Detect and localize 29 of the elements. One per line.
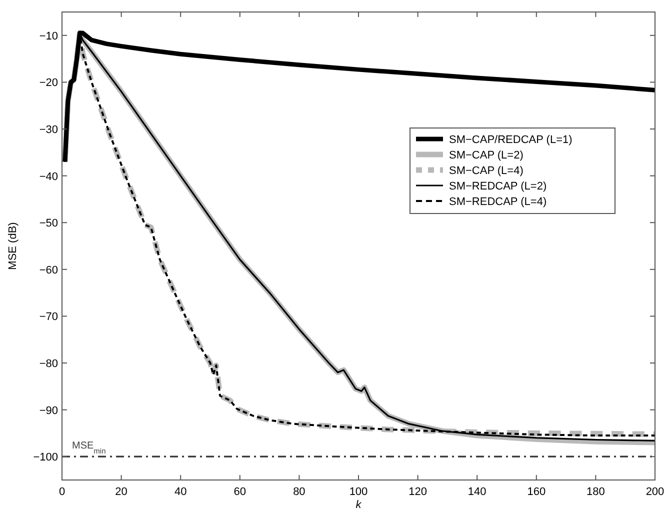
- y-tick-label: −20: [39, 77, 58, 90]
- y-tick-label: −40: [39, 170, 58, 183]
- x-tick-label: 40: [174, 486, 187, 498]
- x-tick-label: 60: [234, 486, 246, 498]
- y-tick-label: −60: [39, 264, 58, 276]
- x-tick-label: 140: [468, 486, 486, 498]
- legend-label: SM−REDCAP (L=2): [449, 180, 547, 192]
- x-tick-label: 80: [293, 486, 306, 498]
- legend-label: SM−REDCAP (L=4): [449, 196, 547, 208]
- y-tick-label: −50: [39, 218, 58, 230]
- y-tick-label: −90: [39, 404, 58, 417]
- legend-label: SM−CAP (L=2): [449, 150, 524, 162]
- y-tick-label: −80: [39, 358, 58, 370]
- x-tick-label: 180: [586, 486, 605, 498]
- y-axis-title: MSE (dB): [7, 222, 19, 270]
- y-tick-label: −30: [39, 124, 58, 136]
- legend-label: SM−CAP/REDCAP (L=1): [449, 134, 572, 146]
- x-tick-label: 120: [408, 486, 427, 498]
- x-axis-title: k: [356, 499, 362, 510]
- x-tick-label: 200: [646, 486, 664, 498]
- ref-line-label: MSE$_{min}$: [72, 440, 106, 456]
- y-tick-label: −10: [39, 30, 58, 42]
- x-tick-label: 20: [115, 486, 128, 498]
- y-tick-label: −100: [33, 452, 58, 464]
- y-tick-label: −70: [39, 311, 58, 324]
- x-tick-label: 160: [527, 486, 546, 498]
- x-tick-label: 100: [349, 486, 368, 498]
- x-tick-label: 0: [58, 486, 66, 498]
- legend-label: SM−CAP (L=4): [449, 165, 524, 177]
